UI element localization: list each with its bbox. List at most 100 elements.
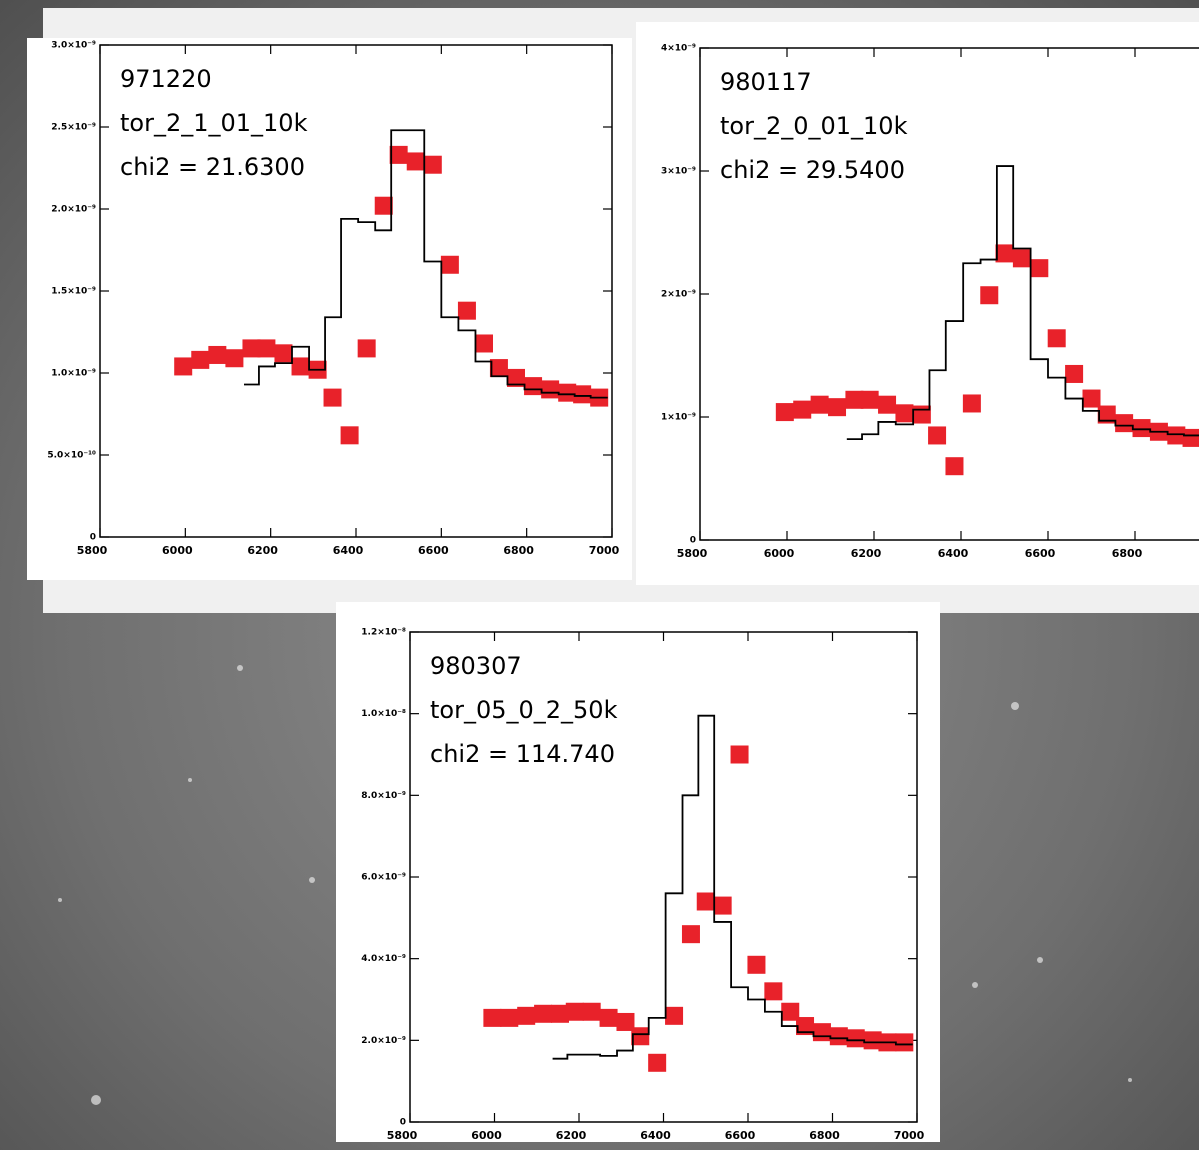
marker — [811, 396, 829, 414]
marker — [631, 1027, 649, 1045]
y-tick-label: 1.2×10⁻⁸ — [361, 628, 406, 638]
y-tick-label: 6.0×10⁻⁹ — [361, 873, 406, 883]
annotation: tor_05_0_2_50k — [430, 696, 618, 724]
chart-background — [336, 602, 940, 1142]
marker — [407, 152, 425, 170]
marker — [1115, 414, 1133, 432]
marker — [895, 1033, 913, 1051]
screen: 05.0×10⁻¹⁰1.0×10⁻⁹1.5×10⁻⁹2.0×10⁻⁹2.5×10… — [0, 0, 1199, 1150]
y-tick-label: 0 — [90, 533, 96, 543]
marker — [793, 401, 811, 419]
x-tick-label: 6000 — [162, 544, 193, 557]
x-tick-label: 6800 — [809, 1129, 840, 1142]
x-tick-label: 6800 — [503, 544, 534, 557]
marker — [1048, 329, 1066, 347]
marker — [861, 391, 879, 409]
marker — [573, 385, 591, 403]
x-tick-label: 6200 — [556, 1129, 587, 1142]
marker — [878, 396, 896, 414]
y-tick-label: 1.0×10⁻⁹ — [51, 369, 96, 379]
x-tick-label: 7000 — [589, 544, 620, 557]
marker — [682, 925, 700, 943]
x-tick-label: 6200 — [851, 547, 882, 560]
marker — [341, 426, 359, 444]
annotation: chi2 = 114.740 — [430, 740, 615, 768]
marker — [534, 1005, 552, 1023]
marker — [424, 156, 442, 174]
annotation: tor_2_0_01_10k — [720, 112, 908, 140]
marker — [358, 339, 376, 357]
marker — [980, 286, 998, 304]
marker — [764, 982, 782, 1000]
marker — [747, 956, 765, 974]
x-tick-label: 6200 — [247, 544, 278, 557]
marker — [490, 359, 508, 377]
marker — [928, 426, 946, 444]
x-tick-label: 7000 — [894, 1129, 925, 1142]
marker — [475, 334, 493, 352]
page: 05.0×10⁻¹⁰1.0×10⁻⁹1.5×10⁻⁹2.0×10⁻⁹2.5×10… — [0, 0, 1199, 1150]
annotation: chi2 = 29.5400 — [720, 156, 905, 184]
marker — [813, 1023, 831, 1041]
marker — [517, 1007, 535, 1025]
marker — [830, 1027, 848, 1045]
x-tick-label: 6400 — [938, 547, 969, 560]
marker — [731, 746, 749, 764]
marker — [996, 244, 1014, 262]
y-tick-label: 3.0×10⁻⁹ — [51, 41, 96, 51]
marker — [945, 457, 963, 475]
x-tick-label: 6800 — [1112, 547, 1143, 560]
marker — [828, 398, 846, 416]
marker — [375, 197, 393, 215]
x-tick-label: 6000 — [471, 1129, 502, 1142]
marker — [274, 344, 292, 362]
y-tick-label: 1×10⁻⁹ — [661, 413, 696, 423]
x-tick-label: 5800 — [677, 547, 708, 560]
marker — [524, 377, 542, 395]
marker — [292, 357, 310, 375]
marker — [458, 302, 476, 320]
y-tick-label: 0 — [400, 1118, 406, 1128]
y-tick-label: 2×10⁻⁹ — [661, 290, 696, 300]
y-tick-label: 2.0×10⁻⁹ — [361, 1036, 406, 1046]
annotation: tor_2_1_01_10k — [120, 109, 308, 137]
y-tick-label: 2.0×10⁻⁹ — [51, 205, 96, 215]
chart-background — [27, 38, 632, 580]
chart-background — [636, 22, 1199, 585]
marker — [913, 406, 931, 424]
y-tick-label: 5.0×10⁻¹⁰ — [47, 451, 96, 461]
x-tick-label: 6600 — [418, 544, 449, 557]
marker — [1065, 365, 1083, 383]
marker — [225, 349, 243, 367]
x-tick-label: 6600 — [1025, 547, 1056, 560]
marker — [1183, 429, 1199, 447]
y-tick-label: 2.5×10⁻⁹ — [51, 123, 96, 133]
marker — [847, 1029, 865, 1047]
x-tick-label: 5800 — [77, 544, 108, 557]
marker — [1013, 249, 1031, 267]
y-tick-label: 0 — [690, 536, 696, 546]
chart: 02.0×10⁻⁹4.0×10⁻⁹6.0×10⁻⁹8.0×10⁻⁹1.0×10⁻… — [336, 602, 940, 1142]
marker — [500, 1009, 518, 1027]
annotation: 980117 — [720, 68, 812, 96]
annotation: 971220 — [120, 65, 212, 93]
annotation: chi2 = 21.6300 — [120, 153, 305, 181]
y-tick-label: 3×10⁻⁹ — [661, 167, 696, 177]
y-tick-label: 4.0×10⁻⁹ — [361, 954, 406, 964]
marker — [1030, 259, 1048, 277]
marker — [600, 1009, 618, 1027]
marker — [963, 394, 981, 412]
marker — [776, 403, 794, 421]
marker — [324, 389, 342, 407]
x-tick-label: 6000 — [764, 547, 795, 560]
x-tick-label: 6600 — [725, 1129, 756, 1142]
marker — [566, 1003, 584, 1021]
x-tick-label: 6400 — [640, 1129, 671, 1142]
marker — [895, 404, 913, 422]
marker — [1133, 419, 1151, 437]
chart: 05.0×10⁻¹⁰1.0×10⁻⁹1.5×10⁻⁹2.0×10⁻⁹2.5×10… — [27, 38, 632, 580]
y-tick-label: 4×10⁻⁹ — [661, 44, 696, 54]
marker — [541, 380, 559, 398]
marker — [191, 351, 209, 369]
annotation: 980307 — [430, 652, 522, 680]
